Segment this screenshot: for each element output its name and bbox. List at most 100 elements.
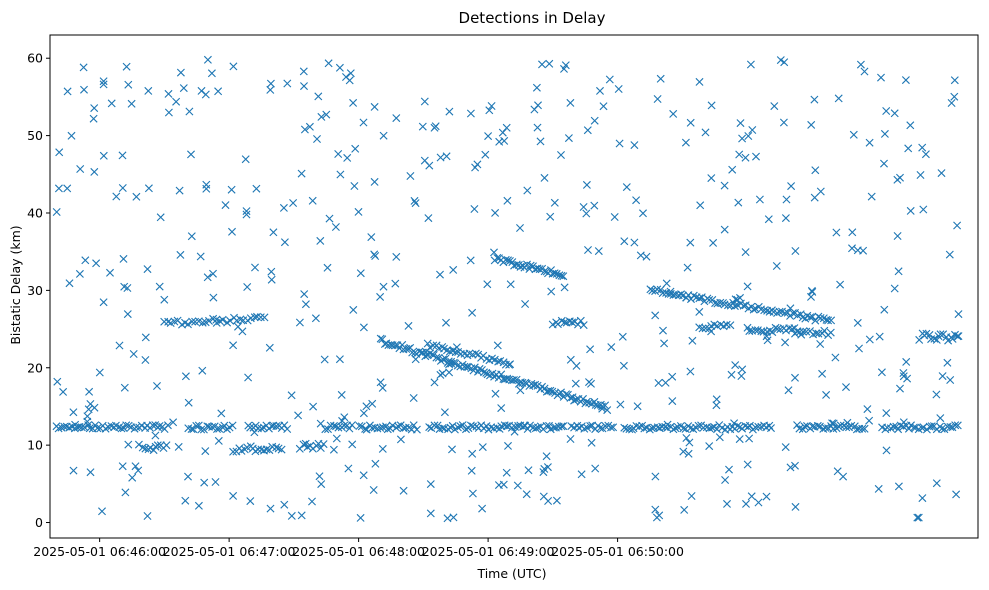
data-point [773, 309, 782, 317]
data-point [521, 300, 530, 308]
data-point [153, 441, 162, 450]
data-point [709, 238, 718, 247]
data-point [633, 402, 642, 411]
data-point [503, 374, 512, 383]
data-point [524, 466, 533, 475]
data-point [811, 166, 820, 175]
data-point [749, 305, 758, 314]
data-point [512, 375, 521, 384]
data-point [229, 491, 238, 500]
data-point [946, 376, 955, 384]
data-point [699, 423, 708, 432]
data-point [781, 443, 790, 452]
data-point [605, 75, 614, 84]
data-point [723, 499, 731, 508]
data-point [780, 58, 789, 67]
data-point [779, 118, 788, 127]
data-point [743, 282, 752, 291]
data-point [806, 313, 815, 322]
data-point [412, 425, 421, 434]
data-point [123, 284, 132, 292]
data-point [695, 77, 704, 86]
data-point [148, 421, 157, 430]
data-point [546, 386, 555, 395]
data-point [84, 405, 93, 414]
data-point [516, 386, 525, 395]
data-point [730, 419, 739, 428]
data-point [442, 152, 451, 161]
data-point [512, 260, 521, 269]
data-point [493, 253, 502, 262]
data-point [429, 341, 438, 350]
data-point [229, 447, 238, 456]
data-point [362, 425, 371, 434]
data-point [552, 496, 561, 505]
data-point [540, 173, 549, 182]
data-point [70, 424, 79, 433]
data-point [504, 256, 512, 265]
data-point [814, 312, 823, 321]
data-point [867, 192, 876, 201]
data-point [836, 421, 845, 430]
data-point [813, 421, 822, 430]
data-point [889, 422, 898, 431]
data-point [300, 82, 308, 91]
plot-frame [49, 34, 979, 539]
data-point [430, 378, 439, 387]
data-point [738, 134, 747, 143]
x-tick-label: 2025-05-01 06:48:00 [292, 544, 425, 559]
data-point [882, 446, 891, 455]
data-point [396, 435, 405, 444]
data-point [320, 355, 329, 364]
data-point [445, 107, 454, 116]
data-point [392, 114, 401, 123]
data-point [824, 316, 833, 325]
data-point [99, 151, 108, 160]
data-point [431, 122, 440, 131]
data-point [208, 423, 217, 431]
data-point [257, 424, 266, 433]
data-point [383, 425, 392, 434]
data-point [153, 382, 161, 390]
data-point [370, 102, 379, 111]
data-point [92, 259, 101, 268]
data-point [317, 112, 326, 121]
data-point [120, 383, 129, 392]
data-point [151, 442, 160, 451]
data-point [378, 444, 387, 453]
data-point [913, 513, 922, 522]
data-point [198, 318, 207, 327]
data-point [937, 169, 946, 178]
data-point [810, 193, 819, 202]
data-point [725, 465, 733, 474]
data-point [267, 267, 276, 276]
data-point [880, 159, 888, 168]
data-point [371, 459, 380, 468]
data-point [368, 399, 377, 408]
data-point [134, 440, 143, 449]
data-point [784, 386, 793, 395]
data-point [348, 440, 357, 449]
data-point [478, 443, 487, 452]
data-point [760, 306, 769, 315]
data-point [484, 132, 493, 141]
data-point [694, 421, 703, 430]
data-point [731, 361, 740, 370]
data-point [409, 421, 418, 430]
data-point [280, 421, 289, 430]
data-point [882, 107, 891, 115]
data-point [340, 413, 349, 422]
data-point [209, 269, 217, 278]
data-point [420, 97, 429, 106]
data-point [330, 421, 338, 430]
data-point [287, 511, 296, 520]
data-point [63, 184, 72, 193]
data-point [192, 421, 201, 430]
data-point [863, 405, 872, 414]
data-point [448, 421, 457, 430]
data-point [522, 490, 531, 499]
data-point [128, 473, 137, 482]
data-point [948, 334, 957, 343]
data-point [547, 287, 556, 296]
